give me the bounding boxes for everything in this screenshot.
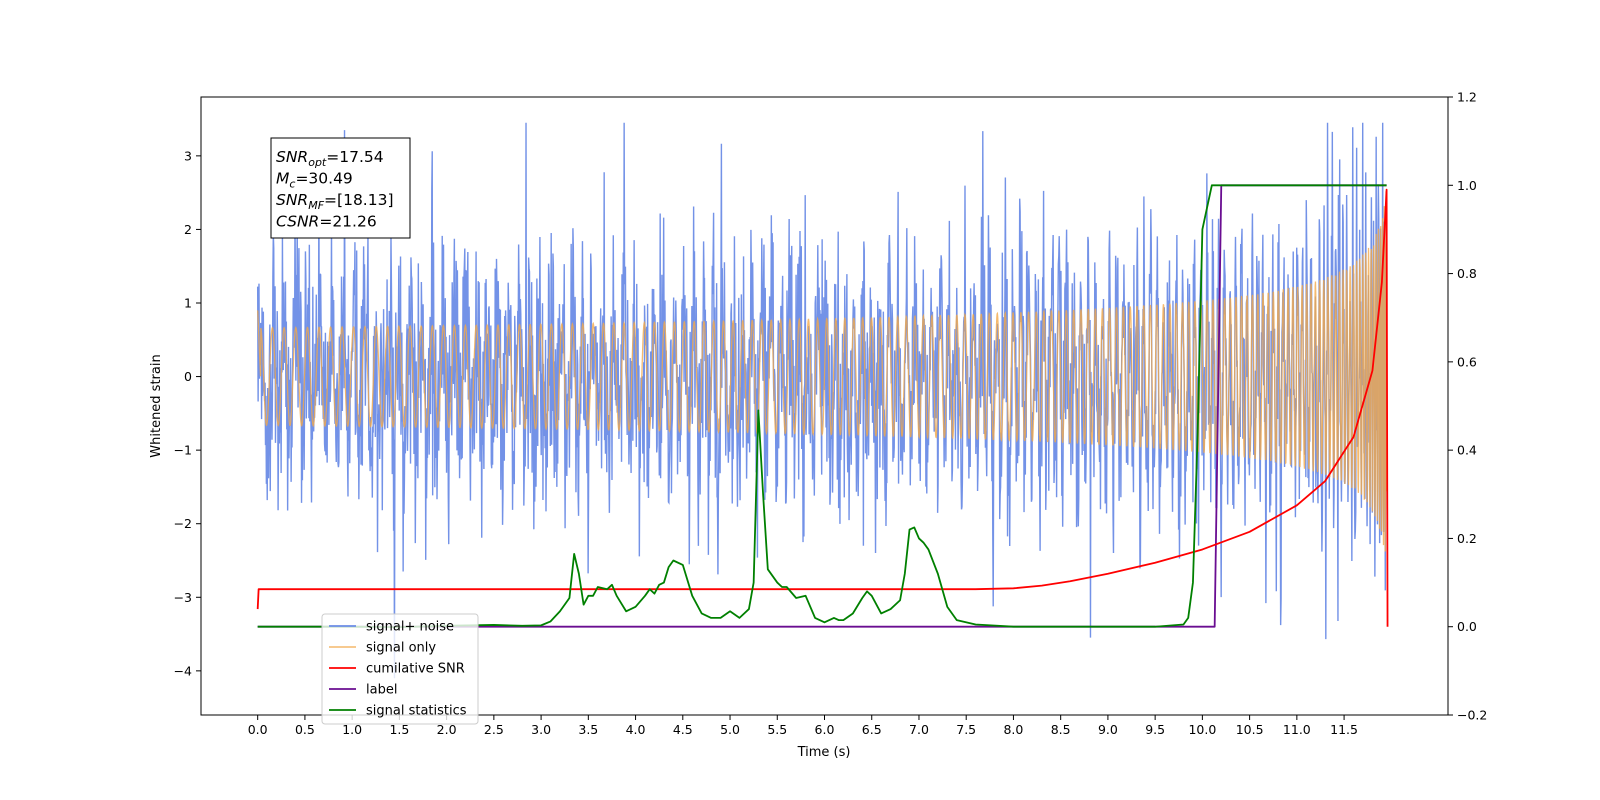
y-left-tick-label: 3: [184, 148, 192, 163]
legend: signal+ noise signal only cumilative SNR la…: [321, 613, 479, 725]
x-tick-label: 10.0: [1188, 722, 1216, 737]
legend-label: signal statistics: [366, 704, 467, 719]
x-tick-label: 1.0: [342, 722, 362, 737]
x-axis: 0.0 0.5 1.0 1.5 2.0 2.5 3.0 3.5 4.0 4.5 5.0 5.5 6.0 6…: [248, 715, 1358, 737]
series-signal-noise-line: [256, 122, 1388, 679]
y-right-tick-label: 0.2: [1457, 531, 1477, 546]
x-axis-label: Time (s): [797, 745, 851, 760]
y-left-tick-label: 0: [184, 369, 192, 384]
y-left-tick-label: 2: [184, 222, 192, 237]
x-tick-label: 6.5: [862, 722, 882, 737]
y-left-tick-label: −3: [174, 590, 192, 605]
y-right-tick-label: 1.0: [1457, 178, 1477, 193]
info-line: Mc=30.49: [276, 170, 353, 191]
legend-label: cumilative SNR: [366, 662, 465, 677]
info-line: SNRopt=17.54: [276, 148, 384, 169]
legend-label: label: [366, 683, 397, 698]
y-right-tick-label: 0.6: [1457, 354, 1477, 369]
x-tick-label: 11.5: [1330, 722, 1358, 737]
y-right-tick-label: 0.4: [1457, 443, 1477, 458]
series-signal-statistics-line: [257, 184, 1387, 629]
x-tick-label: 11.0: [1283, 722, 1311, 737]
y-right-tick-label: 0.0: [1457, 619, 1477, 634]
y-left-axis: −4 −3 −2 −1 0 1 2 3: [174, 148, 201, 678]
y-left-tick-label: −1: [174, 443, 192, 458]
series-cumulative-snr-line: [256, 188, 1389, 627]
x-tick-label: 9.5: [1145, 722, 1165, 737]
y-left-tick-label: 1: [184, 296, 192, 311]
legend-label: signal+ noise: [366, 620, 454, 635]
x-tick-label: 2.0: [437, 722, 457, 737]
y-left-tick-label: −4: [174, 663, 192, 678]
x-tick-label: 10.5: [1236, 722, 1264, 737]
y-left-tick-label: −2: [174, 516, 192, 531]
y-right-axis: −0.2 0.0 0.2 0.4 0.6 0.8 1.0 1.2: [1448, 90, 1487, 723]
legend-frame: [321, 613, 479, 725]
x-tick-label: 6.0: [815, 722, 835, 737]
x-tick-label: 7.5: [956, 722, 976, 737]
info-line: SNRMF=[18.13]: [276, 191, 394, 212]
x-tick-label: 4.0: [626, 722, 646, 737]
x-tick-label: 7.0: [909, 722, 929, 737]
x-tick-label: 8.0: [1003, 722, 1023, 737]
x-tick-label: 3.0: [531, 722, 551, 737]
info-line: CSNR=21.26: [276, 213, 377, 231]
y-right-tick-label: 0.8: [1457, 266, 1477, 281]
x-tick-label: 9.0: [1098, 722, 1118, 737]
series-layer: [256, 122, 1389, 679]
y-right-tick-label: −0.2: [1457, 708, 1487, 723]
series-signal-only-line: [257, 191, 1388, 552]
y-axis-label: Whitened strain: [149, 354, 164, 457]
legend-label: signal only: [366, 641, 436, 656]
x-tick-label: 2.5: [484, 722, 504, 737]
info-box-frame: [270, 137, 411, 239]
info-box: SNRopt=17.54Mc=30.49SNRMF=[18.13]CSNR=21…: [270, 137, 411, 239]
x-tick-label: 0.5: [295, 722, 315, 737]
x-tick-label: 0.0: [248, 722, 268, 737]
x-tick-label: 3.5: [578, 722, 598, 737]
x-tick-label: 5.0: [720, 722, 740, 737]
x-tick-label: 5.5: [767, 722, 787, 737]
x-tick-label: 4.5: [673, 722, 693, 737]
y-right-tick-label: 1.2: [1457, 90, 1477, 105]
x-tick-label: 8.5: [1051, 722, 1071, 737]
x-tick-label: 1.5: [389, 722, 409, 737]
